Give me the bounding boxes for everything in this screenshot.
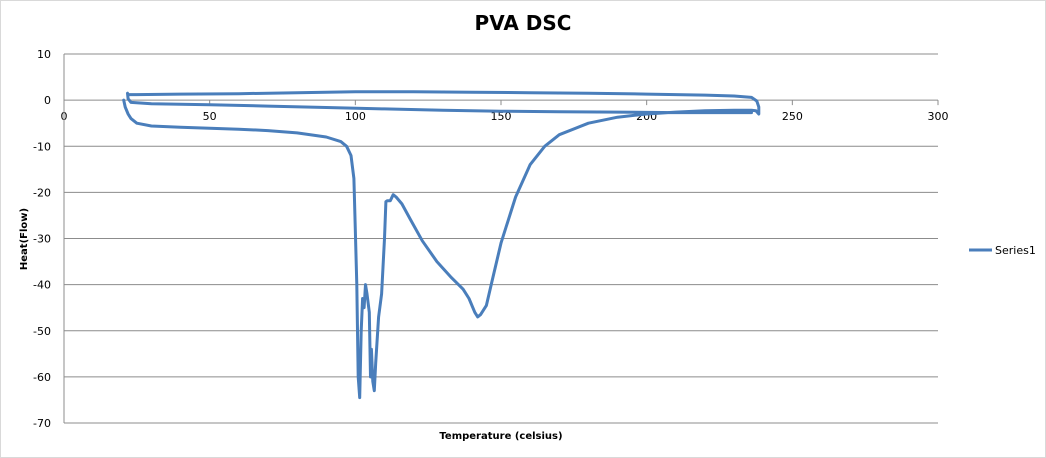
x-tick-label: 150 [491,110,512,123]
y-tick-label: -30 [33,233,51,246]
gridlines [64,53,938,424]
series-line [122,90,761,400]
y-tick-label: -40 [33,279,51,292]
y-tick-labels: 10 0 -10 -20 -30 -40 -50 -60 -70 [33,48,51,430]
x-tick-label: 250 [782,110,803,123]
x-tick-label: 50 [203,110,217,123]
x-axis-title: Temperature (celsius) [439,431,562,442]
legend: Series1 [969,244,1036,257]
legend-label: Series1 [995,244,1036,257]
y-tick-label: -10 [33,140,51,153]
y-tick-label: 0 [44,94,51,107]
y-tick-label: -50 [33,325,51,338]
y-tick-label: -70 [33,417,51,430]
x-tick-label: 100 [345,110,366,123]
chart-title: PVA DSC [475,11,572,35]
y-axis-title: Heat(Flow) [19,208,30,270]
x-tick-label: 300 [928,110,949,123]
y-tick-label: -20 [33,186,51,199]
y-tick-label: 10 [37,48,51,61]
y-tick-label: -60 [33,371,51,384]
